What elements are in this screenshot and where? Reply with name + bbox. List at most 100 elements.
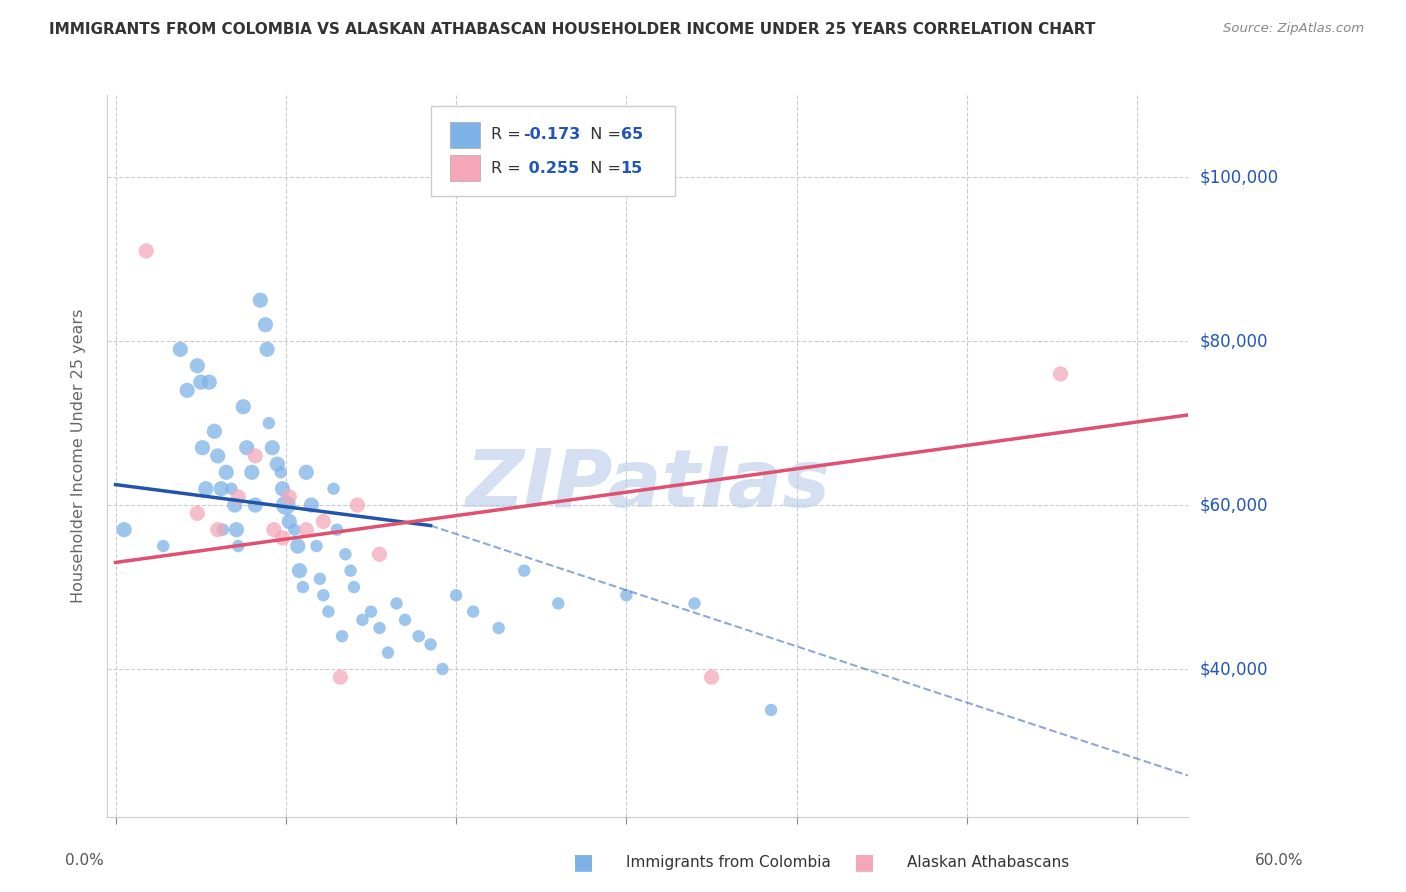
Point <box>278 515 301 529</box>
Point <box>377 646 399 660</box>
Bar <box>450 122 479 148</box>
Text: Immigrants from Colombia: Immigrants from Colombia <box>626 855 831 870</box>
Text: IMMIGRANTS FROM COLOMBIA VS ALASKAN ATHABASCAN HOUSEHOLDER INCOME UNDER 25 YEARS: IMMIGRANTS FROM COLOMBIA VS ALASKAN ATHA… <box>49 22 1095 37</box>
Point <box>245 449 267 463</box>
Point <box>212 523 235 537</box>
Text: 0.255: 0.255 <box>523 161 579 176</box>
Point <box>360 605 382 619</box>
Point <box>329 670 352 684</box>
Point <box>235 441 257 455</box>
Point <box>198 375 221 389</box>
Point <box>186 359 208 373</box>
Point <box>394 613 416 627</box>
Point <box>257 416 280 430</box>
Point <box>176 384 198 398</box>
Point <box>683 596 706 610</box>
Point <box>547 596 569 610</box>
Point <box>318 605 340 619</box>
Text: 15: 15 <box>620 161 643 176</box>
Point <box>330 629 353 643</box>
Point <box>226 539 249 553</box>
Point <box>263 523 285 537</box>
Point <box>335 547 357 561</box>
Text: $60,000: $60,000 <box>1199 496 1268 514</box>
Point <box>209 482 232 496</box>
Text: ZIPatlas: ZIPatlas <box>465 446 830 524</box>
Point <box>215 465 238 479</box>
Point <box>343 580 366 594</box>
Point <box>463 605 485 619</box>
Text: $40,000: $40,000 <box>1199 660 1268 678</box>
Point <box>759 703 782 717</box>
Point <box>432 662 454 676</box>
Point <box>312 588 335 602</box>
Point <box>288 564 311 578</box>
Text: N =: N = <box>579 161 626 176</box>
Point <box>254 318 277 332</box>
Point <box>488 621 510 635</box>
FancyBboxPatch shape <box>432 106 675 196</box>
Point <box>309 572 332 586</box>
Point <box>207 449 229 463</box>
Point <box>385 596 408 610</box>
Point <box>346 498 368 512</box>
Bar <box>450 155 479 181</box>
Text: ■: ■ <box>574 853 593 872</box>
Point <box>513 564 536 578</box>
Point <box>190 375 212 389</box>
Text: $100,000: $100,000 <box>1199 169 1278 186</box>
Point <box>245 498 267 512</box>
Point <box>249 293 271 308</box>
Point <box>240 465 263 479</box>
Point <box>368 547 391 561</box>
Point <box>207 523 229 537</box>
Point <box>152 539 174 553</box>
Text: N =: N = <box>579 128 626 143</box>
Point <box>271 482 294 496</box>
Point <box>291 580 314 594</box>
Text: Source: ZipAtlas.com: Source: ZipAtlas.com <box>1223 22 1364 36</box>
Text: R =: R = <box>491 128 526 143</box>
Point <box>408 629 430 643</box>
Point <box>1049 367 1071 381</box>
Point <box>112 523 135 537</box>
Text: 0.0%: 0.0% <box>65 854 104 868</box>
Point <box>700 670 723 684</box>
Point <box>368 621 391 635</box>
Point <box>322 482 344 496</box>
Point <box>226 490 249 504</box>
Point <box>202 425 225 439</box>
Point <box>191 441 214 455</box>
Point <box>444 588 467 602</box>
Point <box>186 506 208 520</box>
Text: 65: 65 <box>620 128 643 143</box>
Point <box>283 523 305 537</box>
Point <box>225 523 247 537</box>
Point <box>295 523 318 537</box>
Point <box>262 441 284 455</box>
Point <box>169 343 191 357</box>
Point <box>616 588 638 602</box>
Point <box>339 564 361 578</box>
Text: R =: R = <box>491 161 526 176</box>
Point <box>256 343 278 357</box>
Point <box>232 400 254 414</box>
Point <box>135 244 157 258</box>
Point <box>194 482 217 496</box>
Point <box>419 637 441 651</box>
Point <box>274 498 297 512</box>
Point <box>305 539 328 553</box>
Text: -0.173: -0.173 <box>523 128 581 143</box>
Text: Alaskan Athabascans: Alaskan Athabascans <box>907 855 1069 870</box>
Y-axis label: Householder Income Under 25 years: Householder Income Under 25 years <box>72 309 86 603</box>
Point <box>299 498 322 512</box>
Point <box>287 539 309 553</box>
Text: 60.0%: 60.0% <box>1256 854 1303 868</box>
Point <box>326 523 349 537</box>
Point <box>352 613 374 627</box>
Point <box>270 465 292 479</box>
Point <box>271 531 294 545</box>
Point <box>266 457 288 471</box>
Text: ■: ■ <box>855 853 875 872</box>
Point <box>312 515 335 529</box>
